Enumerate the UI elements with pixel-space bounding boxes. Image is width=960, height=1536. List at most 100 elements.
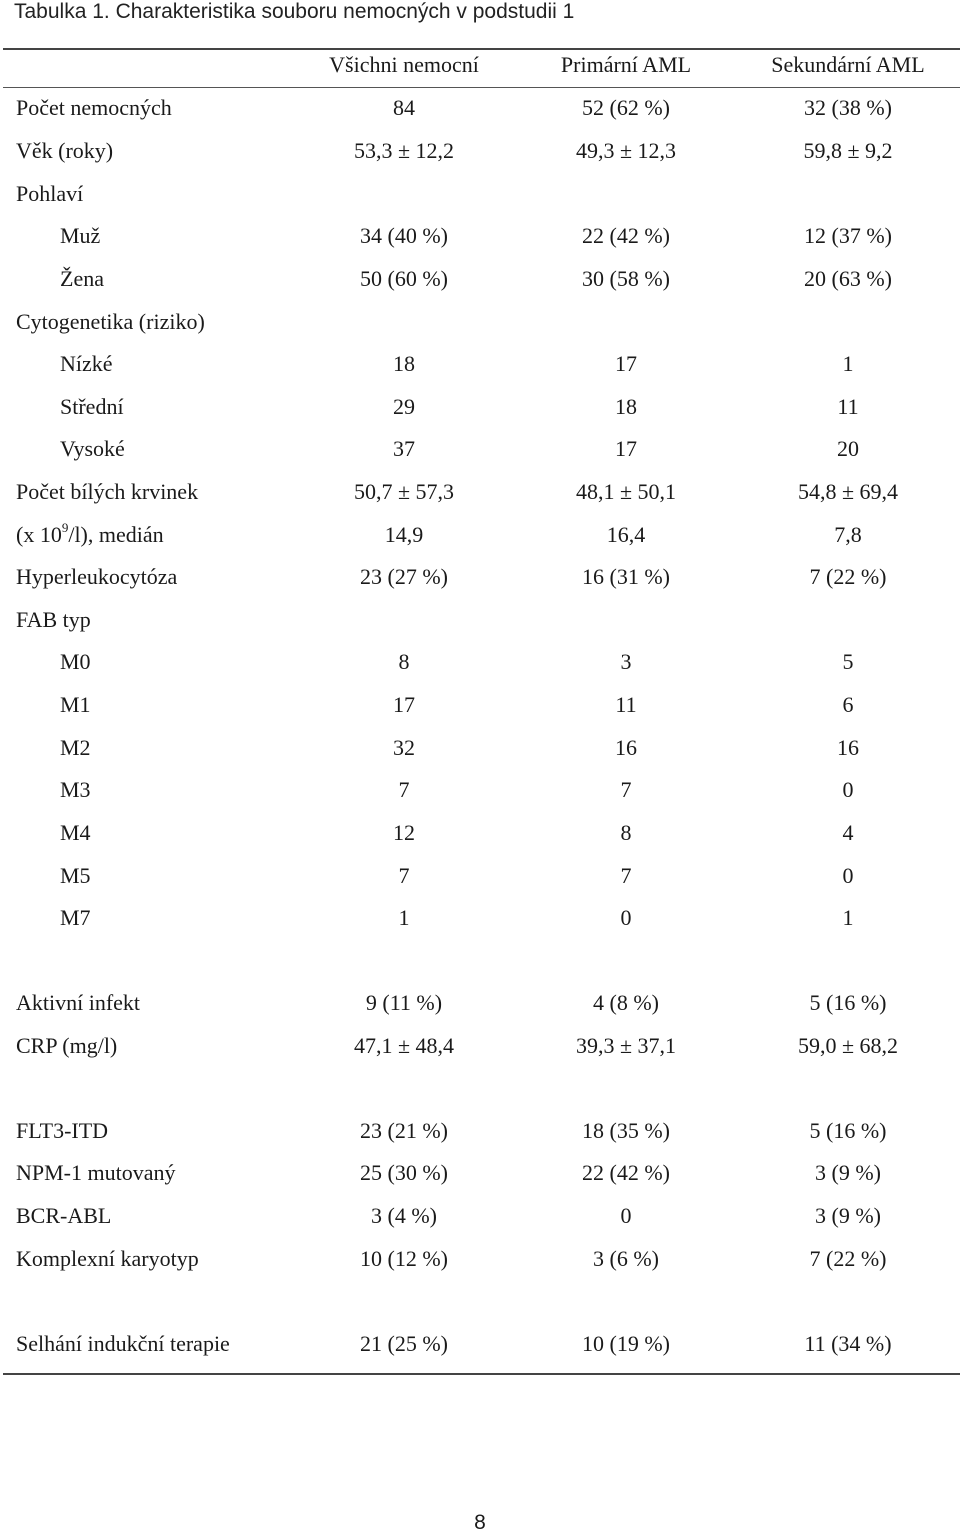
table-cell: 12 (37 %) xyxy=(804,223,892,248)
table-cell: 30 (58 %) xyxy=(582,266,670,291)
table-cell: 50,7 ± 57,3 xyxy=(353,479,455,504)
table-cell: 17 xyxy=(393,692,415,717)
table-cell: 47,1 ± 48,4 xyxy=(353,1033,455,1058)
row-label: NPM-1 mutovaný xyxy=(16,1160,176,1185)
row-label: M7 xyxy=(60,905,91,930)
table-row: Selhání indukční terapie 21 (25 %) 10 (19 … xyxy=(0,1329,960,1359)
row-label: Vysoké xyxy=(60,436,125,461)
table-cell: 21 (25 %) xyxy=(360,1331,448,1356)
row-label: Počet bílých krvinek xyxy=(16,479,199,504)
table-row: Nízké 18 17 1 xyxy=(0,349,960,379)
table-cell: 34 (40 %) xyxy=(360,223,448,248)
table-cell: 16,4 xyxy=(606,522,646,547)
row-label: Žena xyxy=(60,266,104,291)
table-row: M5 7 7 0 xyxy=(0,861,960,891)
row-label: M4 xyxy=(60,820,91,845)
row-label: FAB typ xyxy=(16,607,91,632)
table-cell: 4 (8 %) xyxy=(593,990,659,1015)
table-row: M7 1 0 1 xyxy=(0,903,960,933)
table-row: Komplexní karyotyp 10 (12 %) 3 (6 %) 7 (22 … xyxy=(0,1244,960,1274)
table-cell: 53,3 ± 12,2 xyxy=(353,138,455,163)
table-cell: 1 xyxy=(842,351,854,376)
table-cell: 17 xyxy=(615,351,637,376)
table-cell: 20 xyxy=(837,436,859,461)
table-cell: 23 (27 %) xyxy=(360,564,448,589)
table-cell: 18 xyxy=(615,394,637,419)
row-label: Věk (roky) xyxy=(16,138,114,163)
table-cell: 10 (12 %) xyxy=(360,1246,448,1271)
table-cell: 0 xyxy=(842,777,854,802)
table-cell: 4 xyxy=(842,820,854,845)
table-cell: 11 (34 %) xyxy=(804,1331,892,1356)
page-number: 8 xyxy=(474,1511,486,1534)
column-header-primary: Primární AML xyxy=(560,52,692,77)
table-cell: 25 (30 %) xyxy=(360,1160,448,1185)
table-cell: 11 xyxy=(615,692,637,717)
row-label: Selhání indukční terapie xyxy=(16,1331,230,1356)
table-cell: 5 (16 %) xyxy=(809,1118,887,1143)
table-row: Počet nemocných 84 52 (62 %) 32 (38 %) xyxy=(0,93,960,123)
table-cell: 50 (60 %) xyxy=(360,266,448,291)
row-label: M5 xyxy=(60,863,91,888)
table-row: Hyperleukocytóza 23 (27 %) 16 (31 %) 7 (22 … xyxy=(0,562,960,592)
table-cell: 3 xyxy=(620,649,632,674)
table-cell: 11 xyxy=(837,394,859,419)
row-label: BCR-ABL xyxy=(16,1203,112,1228)
table-cell: 29 xyxy=(393,394,415,419)
table-cell: 23 (21 %) xyxy=(360,1118,448,1143)
column-header-secondary: Sekundární AML xyxy=(771,52,925,77)
row-label: FLT3-ITD xyxy=(16,1118,109,1143)
table-top-rule xyxy=(3,48,960,50)
table-cell: 8 xyxy=(620,820,632,845)
row-label: Hyperleukocytóza xyxy=(16,564,178,589)
row-label: M2 xyxy=(60,735,91,760)
table-cell: 9 (11 %) xyxy=(365,990,443,1015)
table-header-rule xyxy=(3,87,960,88)
table-row: NPM-1 mutovaný 25 (30 %) 22 (42 %) 3 (9 %) xyxy=(0,1158,960,1188)
table-caption: Tabulka 1. Charakteristika souboru nemoc… xyxy=(14,0,575,23)
table-row: Počet bílých krvinek 50,7 ± 57,3 48,1 ± 50… xyxy=(0,477,960,507)
table-cell: 3 (6 %) xyxy=(593,1246,659,1271)
row-label: Komplexní karyotyp xyxy=(16,1246,199,1271)
table-cell: 20 (63 %) xyxy=(804,266,892,291)
table-cell: 0 xyxy=(842,863,854,888)
table-row: M0 8 3 5 xyxy=(0,647,960,677)
table-cell: 5 xyxy=(842,649,854,674)
row-label: M1 xyxy=(60,692,91,717)
table-cell: 48,1 ± 50,1 xyxy=(575,479,677,504)
row-label: (x 109/l), medián xyxy=(16,520,164,550)
table-cell: 14,9 xyxy=(384,522,424,547)
table-row: FAB typ xyxy=(0,605,960,635)
table-cell: 7 xyxy=(398,777,410,802)
table-cell: 16 xyxy=(837,735,859,760)
table-cell: 16 (31 %) xyxy=(582,564,670,589)
table-cell: 3 (4 %) xyxy=(371,1203,437,1228)
table-row: (x 109/l), medián 14,9 16,4 7,8 xyxy=(0,520,960,550)
table-cell: 84 xyxy=(393,95,415,120)
row-label-suffix: /l), medián xyxy=(68,522,164,547)
table-row: BCR-ABL 3 (4 %) 0 3 (9 %) xyxy=(0,1201,960,1231)
table-cell: 6 xyxy=(842,692,854,717)
table-cell: 0 xyxy=(620,1203,632,1228)
table-row: CRP (mg/l) 47,1 ± 48,4 39,3 ± 37,1 59,0 ± 6… xyxy=(0,1031,960,1061)
row-label: Pohlaví xyxy=(16,181,84,206)
table-cell: 59,0 ± 68,2 xyxy=(797,1033,899,1058)
row-label: Aktivní infekt xyxy=(16,990,141,1015)
table-cell: 37 xyxy=(393,436,415,461)
table-cell: 3 (9 %) xyxy=(815,1203,881,1228)
row-label: Nízké xyxy=(60,351,113,376)
table-cell: 3 (9 %) xyxy=(815,1160,881,1185)
table-cell: 22 (42 %) xyxy=(582,1160,670,1185)
table-cell: 54,8 ± 69,4 xyxy=(797,479,899,504)
table-cell: 59,8 ± 9,2 xyxy=(803,138,893,163)
table-cell: 16 xyxy=(615,735,637,760)
column-header-all: Všichni nemocní xyxy=(329,52,479,77)
row-label: Muž xyxy=(60,223,101,248)
table-cell: 5 (16 %) xyxy=(809,990,887,1015)
table-row: M2 32 16 16 xyxy=(0,733,960,763)
table-row: M3 7 7 0 xyxy=(0,775,960,805)
table-cell: 12 xyxy=(393,820,415,845)
table-cell: 18 xyxy=(393,351,415,376)
table-cell: 7 (22 %) xyxy=(809,564,887,589)
table-row: Vysoké 37 17 20 xyxy=(0,434,960,464)
